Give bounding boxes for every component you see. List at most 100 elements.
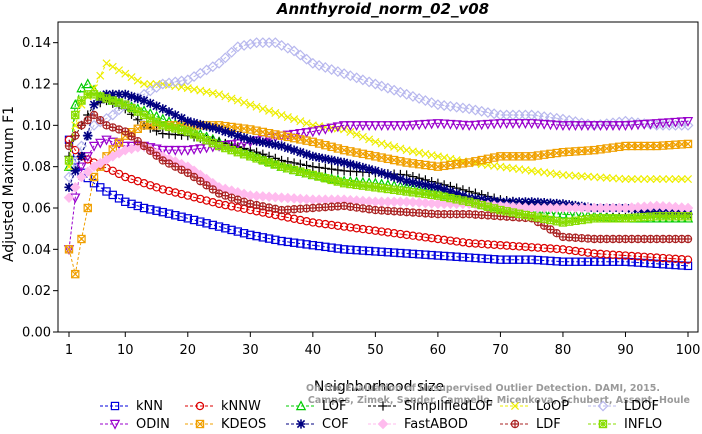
x-tick-label: 60 — [430, 343, 447, 358]
y-tick-label: 0.00 — [22, 326, 51, 341]
legend-marker — [296, 419, 306, 429]
point-simplifiedlof — [327, 164, 337, 174]
point-knnw — [496, 240, 505, 250]
point-ldf — [158, 156, 167, 165]
point-cof — [327, 155, 337, 165]
point-cof — [520, 197, 531, 207]
point-cof — [320, 154, 330, 164]
point-inflo — [471, 199, 480, 208]
point-knn — [458, 252, 468, 262]
point-loop — [640, 175, 649, 184]
point-ldof — [332, 66, 344, 78]
point-knn — [146, 205, 155, 214]
point-odin — [626, 120, 637, 131]
point-cof — [420, 180, 430, 190]
point-knn — [239, 229, 249, 238]
point-simplifiedlof — [308, 162, 318, 172]
point-knnw — [177, 189, 186, 199]
point-inflo — [346, 179, 355, 189]
point-inflo — [421, 189, 430, 199]
point-knn — [402, 249, 411, 258]
point-cof — [245, 135, 255, 145]
point-odin — [670, 117, 681, 128]
point-kdeos — [77, 234, 86, 244]
point-loop — [621, 175, 630, 184]
point-loop — [196, 86, 205, 95]
point-fastabod — [76, 171, 87, 183]
point-knnw — [308, 218, 318, 227]
point-ldof — [201, 64, 213, 76]
point-cof — [408, 177, 418, 187]
point-inflo — [414, 188, 424, 198]
point-knnw — [527, 243, 536, 252]
point-loop — [627, 175, 636, 184]
point-loop — [302, 119, 311, 128]
point-ldof — [313, 59, 325, 71]
point-knn — [139, 203, 149, 213]
point-loop — [352, 130, 361, 139]
point-knn — [646, 259, 655, 268]
point-knn — [377, 247, 386, 257]
point-knn — [352, 245, 361, 255]
point-odin — [582, 121, 594, 132]
point-ldf — [64, 141, 74, 151]
point-knn — [683, 261, 693, 271]
point-odin — [564, 121, 575, 132]
point-loop — [252, 102, 261, 111]
point-inflo — [296, 167, 305, 176]
point-knnw — [302, 217, 311, 226]
point-simplifiedlof — [333, 165, 343, 175]
point-cof — [83, 131, 93, 141]
x-tick-label: 10 — [117, 343, 134, 358]
point-knn — [121, 197, 130, 206]
point-ldof — [382, 82, 394, 94]
point-knnw — [427, 233, 436, 243]
chart-title: Annthyroid_norm_02_v08 — [276, 0, 489, 18]
point-ldof — [376, 80, 388, 92]
legend-label: kNN — [136, 399, 163, 414]
point-odin — [632, 120, 644, 131]
point-knnw — [296, 215, 305, 225]
point-knnw — [633, 252, 643, 261]
point-ldof — [401, 88, 413, 100]
series-knn — [64, 135, 693, 271]
legend-label: LDOF — [624, 399, 659, 414]
point-knn — [371, 247, 380, 256]
point-odin — [576, 121, 587, 132]
y-tick-label: 0.04 — [22, 243, 51, 258]
series-line-ldof — [68, 42, 688, 178]
point-knnw — [508, 241, 518, 251]
plot-area — [63, 37, 694, 279]
point-inflo — [333, 177, 343, 186]
point-cof — [220, 126, 230, 137]
legend-item-fastabod: FastABOD — [368, 417, 468, 432]
y-tick-label: 0.02 — [22, 284, 51, 299]
point-knnw — [327, 220, 336, 230]
point-ldf — [146, 146, 155, 156]
point-cof — [208, 123, 218, 133]
legend-marker — [195, 419, 205, 429]
point-ldof — [551, 112, 563, 124]
point-cof — [314, 152, 324, 163]
point-ldof — [338, 68, 350, 80]
point-loop — [365, 135, 374, 144]
point-knn — [339, 245, 349, 254]
credit-line-paper: On the Evaluation of Unsupervised Outlie… — [306, 383, 660, 394]
point-cof — [364, 164, 374, 174]
point-knnw — [221, 200, 230, 210]
point-odin — [170, 145, 181, 156]
point-cof — [133, 93, 143, 104]
point-knn — [452, 252, 461, 261]
point-cof — [64, 182, 74, 192]
point-odin — [513, 119, 525, 129]
point-knn — [271, 235, 280, 245]
point-ldof — [469, 104, 481, 116]
point-knnw — [539, 243, 549, 253]
point-knn — [277, 236, 286, 246]
point-cof — [89, 100, 99, 110]
point-cof — [108, 89, 118, 99]
point-ldof — [432, 99, 444, 111]
point-cof — [270, 140, 280, 150]
point-odin — [376, 121, 387, 132]
point-knn — [321, 242, 330, 252]
